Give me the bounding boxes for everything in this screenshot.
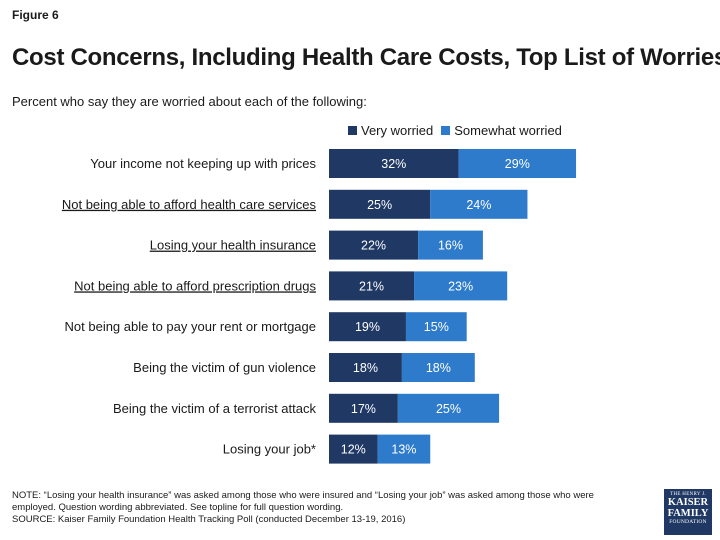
category-label: Not being able to afford prescription dr… xyxy=(74,278,316,293)
data-label: 23% xyxy=(448,279,473,293)
category-label: Losing your health insurance xyxy=(150,238,316,253)
data-label: 24% xyxy=(466,198,491,212)
bar-segment xyxy=(405,312,467,342)
figure-label: Figure 6 xyxy=(12,8,59,22)
legend-swatch-somewhat-worried xyxy=(441,126,451,135)
chart-subtitle: Percent who say they are worried about e… xyxy=(12,94,367,109)
data-label: 21% xyxy=(359,279,384,293)
bar-segment xyxy=(377,434,431,464)
category-label: Losing your job* xyxy=(223,442,316,457)
data-label: 16% xyxy=(438,239,463,253)
bar-segment xyxy=(401,353,475,382)
data-label: 29% xyxy=(505,157,530,171)
bar-segment xyxy=(458,149,577,178)
logo-line-1: THE HENRY J. xyxy=(670,492,706,497)
category-label: Not being able to pay your rent or mortg… xyxy=(65,319,316,334)
data-label: 25% xyxy=(367,198,392,212)
bar-chart: Your income not keeping up with prices 32… xyxy=(62,149,577,464)
logo-line-4: FOUNDATION xyxy=(669,519,707,525)
data-label: 32% xyxy=(381,157,406,171)
bar-segment xyxy=(329,434,378,464)
data-label: 17% xyxy=(351,402,376,416)
category-label: Being the victim of a terrorist attack xyxy=(113,401,317,416)
bar-segment xyxy=(329,149,459,178)
category-label: Not being able to afford health care ser… xyxy=(62,197,317,212)
source-line: SOURCE: Kaiser Family Foundation Health … xyxy=(12,514,406,525)
logo-line-3: FAMILY xyxy=(667,508,709,519)
data-label: 19% xyxy=(355,320,380,334)
bar-segment xyxy=(329,393,398,423)
bar-segment xyxy=(430,189,528,219)
data-label: 18% xyxy=(353,361,378,375)
chart-legend: Very worried Somewhat worried xyxy=(348,123,570,138)
legend-swatch-very-worried xyxy=(348,126,357,135)
bar-segment xyxy=(329,353,402,382)
kff-logo: THE HENRY J. KAISER FAMILY FOUNDATION xyxy=(664,489,712,535)
bar-segment xyxy=(397,393,500,423)
bar-segment xyxy=(329,312,406,342)
legend-item-somewhat-worried: Somewhat worried xyxy=(441,123,562,138)
footnote: NOTE: “Losing your health insurance” was… xyxy=(12,490,652,526)
legend-label-very-worried: Very worried xyxy=(361,123,434,138)
bar-segment xyxy=(329,230,419,260)
data-label: 18% xyxy=(426,361,451,375)
legend-item-very-worried: Very worried xyxy=(348,123,433,138)
data-label: 15% xyxy=(424,320,449,334)
data-label: 13% xyxy=(391,443,416,457)
category-label: Your income not keeping up with prices xyxy=(90,156,316,171)
data-label: 22% xyxy=(361,239,386,253)
note-line-2: employed. Question wording abbreviated. … xyxy=(12,502,344,513)
data-label: 12% xyxy=(341,443,366,457)
bar-segment xyxy=(329,271,415,301)
legend-label-somewhat-worried: Somewhat worried xyxy=(454,123,562,138)
chart-title: Cost Concerns, Including Health Care Cos… xyxy=(12,44,720,71)
bar-segment xyxy=(329,189,431,219)
bar-segment xyxy=(418,230,483,260)
note-line-1: NOTE: “Losing your health insurance” was… xyxy=(12,490,594,501)
data-label: 25% xyxy=(436,402,461,416)
bar-segment xyxy=(414,271,508,301)
category-label: Being the victim of gun violence xyxy=(133,360,316,375)
logo-line-2: KAISER xyxy=(667,497,709,508)
